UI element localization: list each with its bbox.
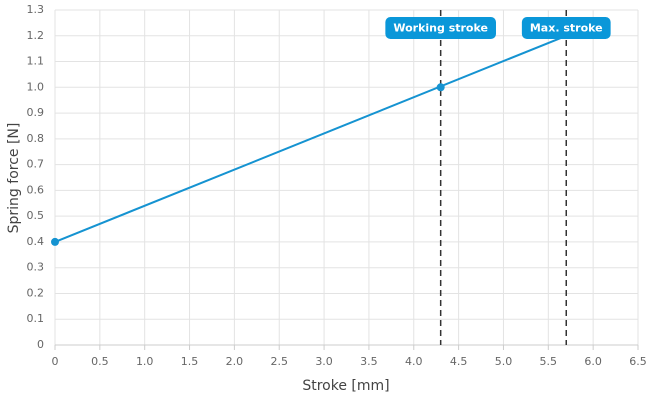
y-tick-label: 0.9 [27,106,45,119]
marker [51,237,59,246]
y-tick-label: 0.5 [27,209,45,222]
annotation-label: Working stroke [393,22,488,35]
x-tick-label: 3.0 [315,355,333,368]
line [54,34,567,243]
x-tick-label: 2.5 [270,355,288,368]
y-tick-label: 1.1 [27,55,45,68]
y-tick-label: 0.3 [27,261,45,274]
y-tick-label: 0.7 [27,158,45,171]
x-axis-title: Stroke [mm] [302,378,389,394]
y-tick-label: 0.8 [27,132,45,145]
y-tick-label: 0.4 [27,235,45,248]
x-tick-label: 1.0 [136,355,154,368]
y-tick-label: 0.2 [27,286,45,299]
annotation-box [521,17,611,39]
y-tick-label: 1.0 [27,80,45,93]
x-tick-label: 3.5 [360,355,378,368]
y-tick-label: 0.6 [27,183,45,196]
x-tick-label: 5.0 [495,355,513,368]
annotation: Working stroke [385,17,496,39]
annotation: Max. stroke [521,17,611,39]
x-tick-label: 5.5 [540,355,558,368]
x-tick-label: 6.0 [584,355,602,368]
y-axis-title: Spring force [N] [6,123,22,234]
y-tick-label: 0.1 [27,312,45,325]
y-tick-label: 1.2 [27,29,45,42]
x-tick-label: 0 [52,355,59,368]
x-tick-label: 6.5 [629,355,647,368]
y-tick-label: 0 [37,338,44,351]
x-tick-label: 2.0 [226,355,244,368]
x-tick-label: 0.5 [91,355,109,368]
annotation-box [385,17,496,39]
annotation-label: Max. stroke [530,22,603,35]
x-tick-label: 4.0 [405,355,423,368]
x-tick-label: 4.5 [450,355,468,368]
marker [436,83,445,92]
x-tick-label: 1.5 [181,355,199,368]
y-tick-label: 1.3 [27,3,45,16]
